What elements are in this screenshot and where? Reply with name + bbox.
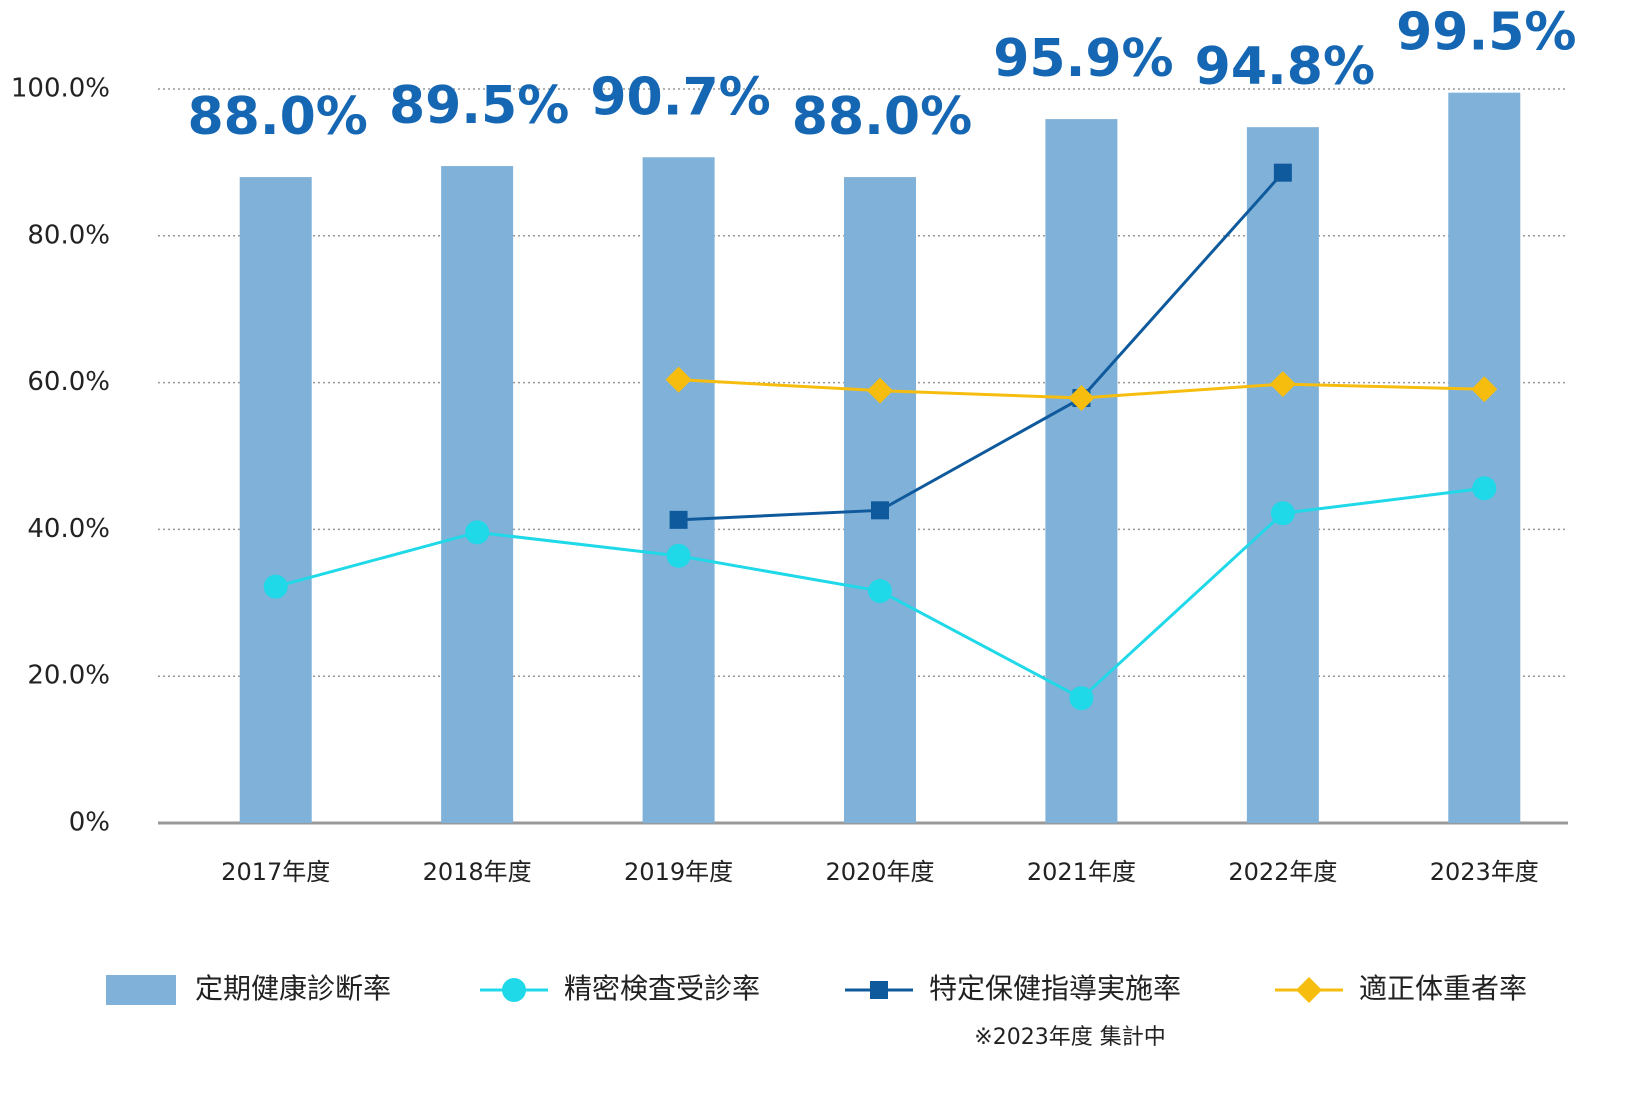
legend-marker (870, 981, 888, 999)
value-label: 90.7% (590, 67, 770, 127)
y-tick-label: 60.0% (27, 367, 110, 397)
marker (867, 377, 893, 404)
bar (642, 157, 715, 824)
legend-label: 特定保健指導実施率 (929, 972, 1181, 1005)
y-tick-label: 40.0% (27, 514, 110, 544)
bar (844, 177, 916, 823)
x-tick-label: 2021年度 (1027, 858, 1136, 886)
x-tick-label: 2023年度 (1430, 858, 1539, 886)
x-tick-label: 2018年度 (423, 858, 532, 886)
value-label: 94.8% (1195, 37, 1375, 97)
marker (465, 520, 490, 545)
value-label: 88.0% (188, 87, 368, 147)
legend-label: 精密検査受診率 (564, 972, 760, 1005)
bar (239, 177, 312, 823)
value-label: 99.5% (1396, 3, 1576, 63)
value-label: 89.5% (389, 76, 569, 136)
legend-label: 適正体重者率 (1359, 972, 1527, 1005)
line (678, 171, 1284, 522)
y-tick-label: 100.0% (11, 74, 110, 104)
legend-marker (1296, 977, 1322, 1003)
marker (1471, 376, 1498, 403)
x-tick-label: 2019年度 (624, 858, 733, 886)
legend-label: 定期健康診断率 (195, 972, 391, 1005)
marker (1069, 686, 1094, 711)
marker (1472, 476, 1497, 501)
marker (1068, 385, 1095, 412)
value-label: 88.0% (792, 87, 972, 147)
marker (1273, 163, 1292, 182)
bar (1448, 92, 1521, 824)
x-tick-label: 2022年度 (1228, 858, 1337, 886)
marker (665, 366, 692, 393)
bar (441, 166, 514, 823)
legend-swatch (106, 975, 176, 1005)
marker (263, 574, 288, 599)
bar (1246, 127, 1319, 824)
bar (1045, 119, 1118, 824)
y-tick-label: 20.0% (27, 661, 110, 691)
marker (666, 543, 691, 568)
value-label: 95.9% (993, 29, 1173, 89)
marker (1269, 371, 1296, 398)
x-tick-label: 2017年度 (221, 858, 330, 886)
marker (1270, 501, 1295, 526)
y-tick-label: 0% (69, 808, 110, 838)
y-tick-label: 80.0% (27, 220, 110, 250)
x-tick-label: 2020年度 (825, 858, 934, 886)
legend-marker (502, 978, 526, 1002)
marker (871, 501, 889, 520)
legend-note: ※2023年度 集計中 (974, 1025, 1165, 1050)
marker (669, 510, 688, 529)
marker (868, 579, 892, 604)
